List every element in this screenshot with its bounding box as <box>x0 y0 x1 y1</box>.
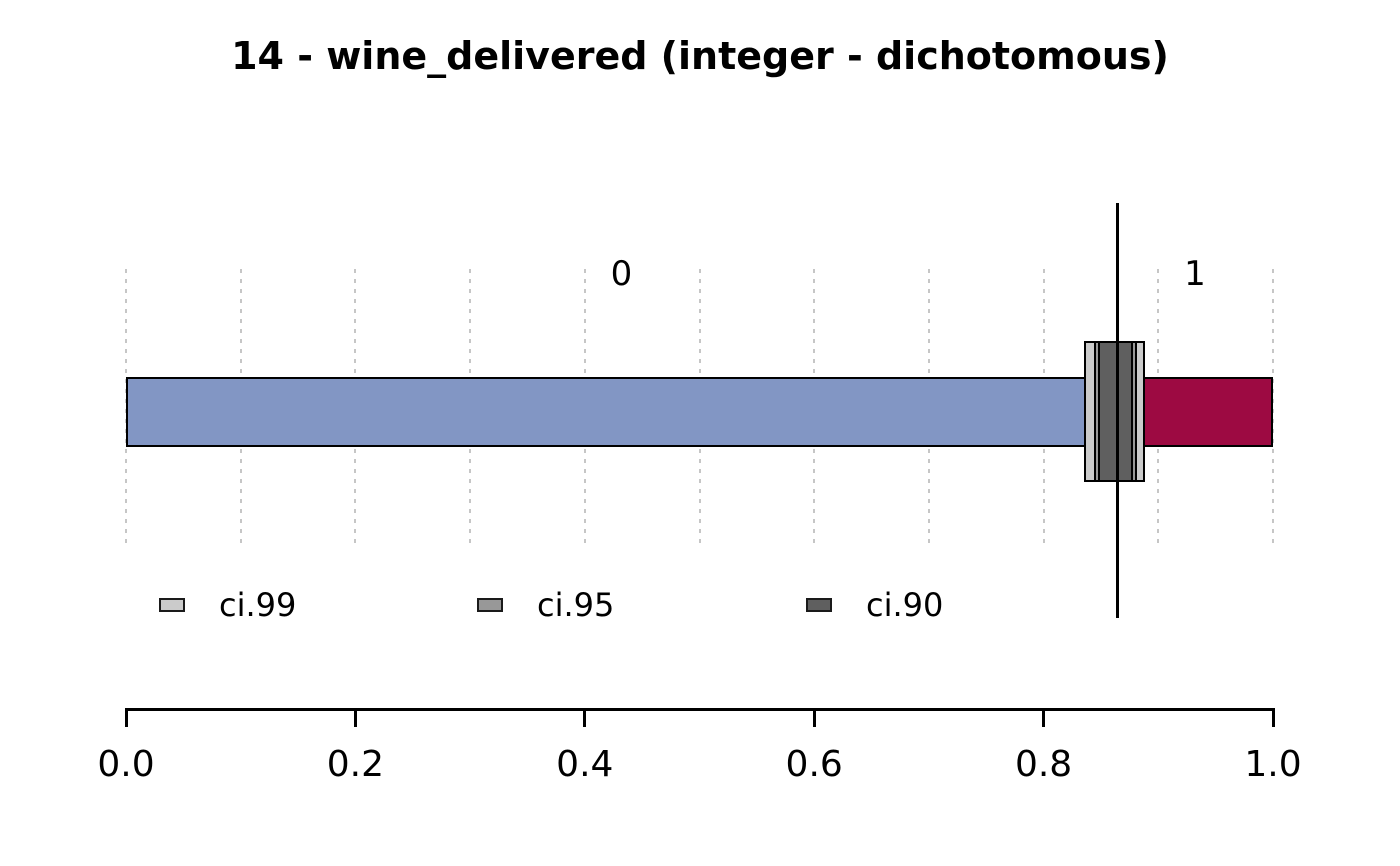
x-axis-tick-label: 0.2 <box>326 744 385 785</box>
category-label: 0 <box>610 254 633 294</box>
category-label: 1 <box>1184 254 1206 294</box>
legend-item-ci.99: ci.99 <box>159 585 296 625</box>
ci-box-ci.90 <box>1097 341 1134 482</box>
legend-label: ci.90 <box>866 586 944 624</box>
x-axis-tick <box>583 708 587 727</box>
x-axis-tick <box>1271 708 1275 727</box>
x-axis-tick <box>353 708 357 727</box>
x-axis-tick-label: 0.6 <box>785 744 843 785</box>
estimate-line <box>1115 203 1119 618</box>
legend-swatch-ci.90 <box>806 598 832 612</box>
legend-item-ci.95: ci.95 <box>477 585 614 625</box>
x-axis-tick <box>1042 708 1046 727</box>
x-axis-tick <box>812 708 816 727</box>
legend-swatch-ci.95 <box>477 598 503 612</box>
bar-segment-0 <box>126 377 1117 447</box>
x-axis-tick-label: 0.0 <box>97 744 155 785</box>
x-axis-line <box>126 708 1273 711</box>
legend-label: ci.99 <box>219 586 297 624</box>
legend-item-ci.90: ci.90 <box>806 585 943 625</box>
x-axis-tick-label: 0.8 <box>1014 744 1073 785</box>
x-axis-tick-label: 1.0 <box>1244 744 1302 785</box>
legend-swatch-ci.99 <box>159 598 185 612</box>
x-axis-tick <box>124 708 128 727</box>
gridline <box>1272 269 1274 549</box>
plot-title: 14 - wine_delivered (integer - dichotomo… <box>231 34 1169 78</box>
legend-label: ci.95 <box>537 586 615 624</box>
x-axis-tick-label: 0.4 <box>556 744 614 785</box>
